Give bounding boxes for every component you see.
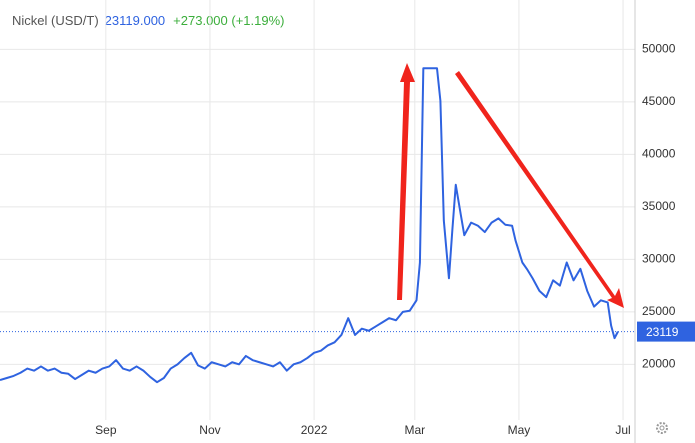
y-tick-label: 20000 (642, 357, 676, 371)
arrow-up (397, 63, 415, 300)
change: +273.000 (+1.19%) (173, 13, 284, 28)
x-tick-label: May (508, 423, 531, 437)
x-tick-label: 2022 (301, 423, 328, 437)
last-price-tag (637, 321, 695, 342)
y-tick-label: 50000 (642, 42, 676, 56)
y-tick-label: 25000 (642, 304, 676, 318)
y-tick-label: 35000 (642, 199, 676, 213)
arrow-down (455, 71, 624, 308)
y-tick-label: 40000 (642, 147, 676, 161)
instrument: Nickel (USD/T) (12, 13, 99, 28)
x-tick-label: Mar (404, 423, 425, 437)
annotations (397, 63, 624, 308)
settings-icon[interactable] (656, 422, 668, 434)
y-tick-label: 45000 (642, 94, 676, 108)
x-tick-label: Jul (615, 423, 630, 437)
chart-title: Nickel (USD/T) 23119.000 +273.000 (+1.19%) (12, 13, 284, 28)
price: 23119.000 (105, 13, 166, 28)
y-tick-label: 30000 (642, 252, 676, 266)
x-tick-label: Sep (95, 423, 117, 437)
price-line (0, 67, 619, 384)
x-tick-label: Nov (199, 423, 220, 437)
last-price-label: 23119 (646, 325, 679, 339)
